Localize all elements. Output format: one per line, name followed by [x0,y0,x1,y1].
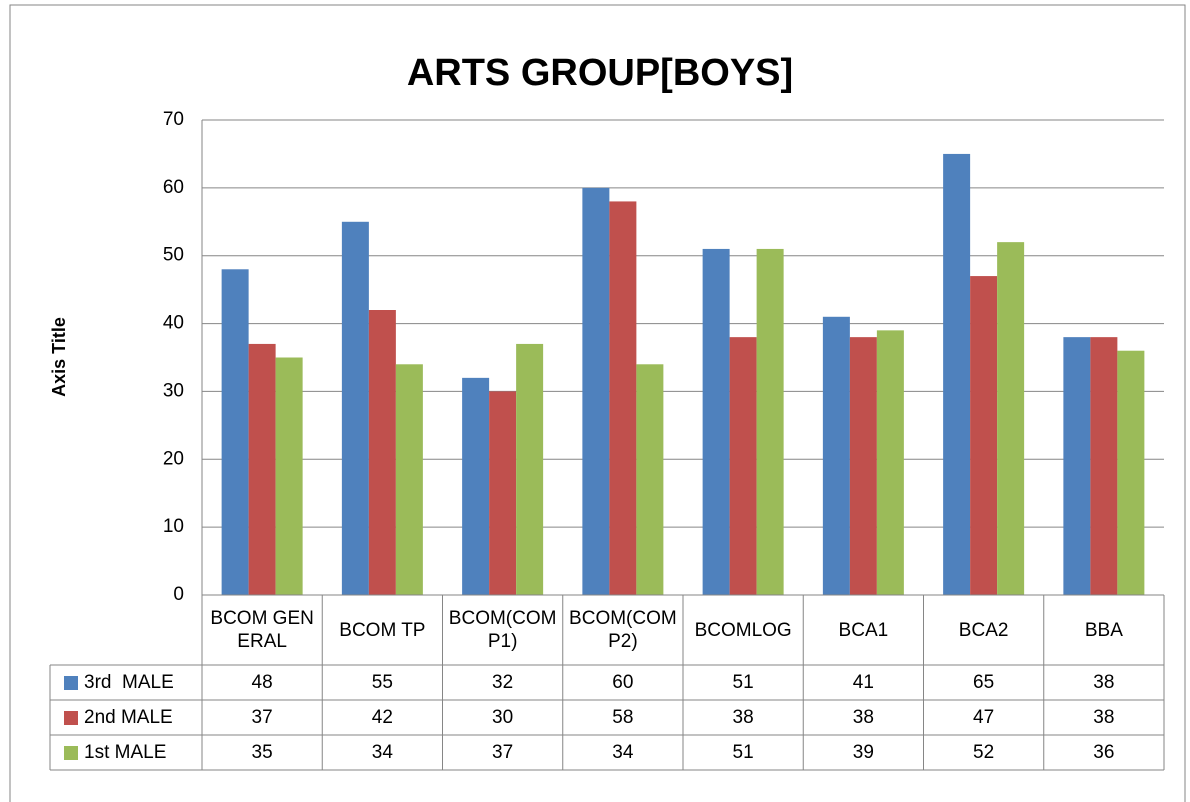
bar [970,276,998,595]
legend-label: 2nd MALE [84,707,173,728]
legend-label: 1st MALE [84,742,167,763]
bar [341,221,369,596]
table-value: 52 [973,742,995,763]
y-tick-label: 30 [163,380,184,401]
legend-swatch [64,675,78,690]
bar [756,248,784,595]
y-tick-label: 50 [163,245,184,266]
table-value: 35 [251,742,273,763]
table-value: 38 [1093,707,1115,728]
bar [702,248,730,595]
table-value: 41 [852,672,874,693]
bar [1063,337,1091,595]
chart-title: ARTS GROUP[BOYS] [407,52,793,94]
table-value: 34 [612,742,634,763]
bar [849,337,877,595]
bar [609,201,637,595]
bar [729,337,757,595]
bar [1090,337,1118,595]
y-tick-label: 10 [163,516,184,537]
legend-swatch [64,710,78,725]
category-label: BCOM(COMP1) [448,608,557,652]
bar [822,316,850,595]
bar [489,391,517,595]
table-value: 32 [492,672,514,693]
table-value: 51 [732,672,754,693]
legend-entry: 2nd MALE [50,700,202,735]
table-value: 42 [371,707,393,728]
y-tick-label: 0 [173,584,184,605]
category-label: BCA2 [958,619,1009,641]
bar [462,377,490,595]
bar [636,364,664,595]
chart-frame [9,4,1186,802]
bar [997,242,1025,595]
table-value: 39 [852,742,874,763]
category-label: BCOMLOG [694,619,792,641]
legend-swatch [64,745,78,760]
bar [876,330,904,595]
category-label: BCA1 [838,619,889,641]
legend-label: 3rd MALE [84,672,174,693]
table-value: 34 [371,742,393,763]
y-tick-label: 70 [163,109,184,130]
table-value: 55 [371,672,393,693]
bar [582,187,610,595]
bar [1117,350,1145,595]
table-value: 47 [973,707,995,728]
table-value: 51 [732,742,754,763]
category-label: BCOM GENERAL [210,608,314,652]
bar [943,153,971,595]
bar [395,364,423,595]
table-value: 38 [732,707,754,728]
y-axis-title: Axis Title [49,317,69,397]
bar [221,269,249,595]
table-value: 38 [852,707,874,728]
y-tick-label: 20 [163,448,184,469]
table-value: 30 [492,707,514,728]
table-value: 36 [1093,742,1115,763]
table-value: 38 [1093,672,1115,693]
bar [248,343,276,595]
legend-entry: 1st MALE [50,735,202,770]
table-value: 37 [251,707,273,728]
bar [516,343,544,595]
y-tick-label: 40 [163,313,184,334]
table-value: 65 [973,672,995,693]
table-value: 58 [612,707,634,728]
table-value: 37 [492,742,514,763]
bar [275,357,303,595]
bar [368,310,396,595]
category-label: BBA [1084,619,1123,641]
table-value: 60 [612,672,634,693]
legend-entry: 3rd MALE [50,665,202,700]
table-value: 48 [251,672,273,693]
category-label: BCOM TP [339,619,426,641]
category-label: BCOM(COMP2) [569,608,677,652]
y-tick-label: 60 [163,177,184,198]
